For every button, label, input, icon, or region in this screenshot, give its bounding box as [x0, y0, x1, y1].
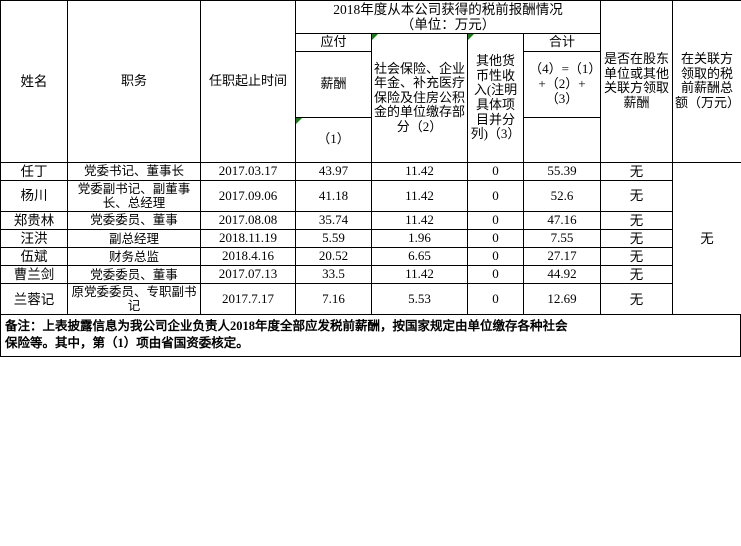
table-row: 曹兰剑 党委委员、董事 2017.07.13 33.5 11.42 0 44.9… — [0, 265, 741, 285]
cell-term: 2017.03.17 — [200, 161, 296, 181]
cell-total: 12.69 — [523, 283, 601, 316]
cell-position: 财务总监 — [67, 247, 201, 267]
table-row: 杨川 党委副书记、副董事长、总经理 2017.09.06 41.18 11.42… — [0, 179, 741, 212]
header-cell-payable-top: 应付 — [295, 33, 372, 52]
table-row: 汪洪 副总经理 2018.11.19 5.59 1.96 0 7.55 无 — [0, 228, 741, 249]
cell-payable: 33.5 — [295, 265, 372, 285]
header-row-sub-a: 应付 社会保险、企业年金、补充医疗保险及住房公积金的单位缴存部分（2） 其他货币… — [1, 33, 741, 163]
cell-total: 27.17 — [523, 247, 601, 267]
cell-insurance: 6.65 — [371, 247, 468, 267]
header-payable-index-label: （1） — [317, 131, 350, 147]
cell-payable: 43.97 — [295, 161, 372, 181]
header-other-income-label: 其他货币性收入(注明具体项目并分列)（3） — [470, 53, 521, 142]
header-row-sub-c: （1） — [1, 116, 741, 163]
cell-other-income: 0 — [467, 283, 524, 316]
comment-indicator-icon — [468, 34, 474, 41]
cell-name: 郑贵林 — [0, 210, 68, 230]
cell-payable: 5.59 — [295, 228, 372, 249]
cell-paid-by-related-party: 无 — [600, 228, 673, 249]
cell-paid-by-related-party: 无 — [600, 283, 673, 316]
cell-payable: 20.52 — [295, 247, 372, 267]
table-footnote: 备注：上表披露信息为我公司企业负责人2018年度全部应发税前薪酬，按国家规定由单… — [0, 315, 741, 358]
cell-paid-by-related-party: 无 — [600, 265, 673, 285]
header-cell-pretax-compensation-group: 2018年度从本公司获得的税前报酬情况 （单位：万元） — [295, 0, 601, 35]
table-row: 伍斌 财务总监 2018.4.16 20.52 6.65 0 27.17 无 — [0, 247, 741, 267]
cell-position: 党委副书记、副董事长、总经理 — [67, 179, 201, 212]
cell-position: 党委委员、董事 — [67, 210, 201, 230]
group-header-line1: 2018年度从本公司获得的税前报酬情况 — [333, 2, 563, 17]
table-row: 任丁 党委书记、董事长 2017.03.17 43.97 11.42 0 55.… — [0, 161, 741, 316]
cell-term: 2018.11.19 — [200, 228, 296, 249]
footnote-line-2: 保险等。其中，第（1）项由省国资委核定。 — [5, 336, 249, 351]
cell-term: 2017.7.17 — [200, 283, 296, 316]
header-cell-name: 姓名 — [0, 0, 68, 163]
header-cell-term: 任职起止时间 — [200, 0, 296, 163]
cell-insurance: 5.53 — [371, 283, 468, 316]
footnote-line-1: 备注：上表披露信息为我公司企业负责人2018年度全部应发税前薪酬，按国家规定由单… — [5, 319, 568, 334]
cell-paid-by-related-party: 无 — [600, 179, 673, 212]
header-insurance-label: 社会保险、企业年金、补充医疗保险及住房公积金的单位缴存部分（2） — [374, 60, 466, 134]
cell-insurance: 11.42 — [371, 179, 468, 212]
cell-insurance: 1.96 — [371, 228, 468, 249]
cell-name: 曹兰剑 — [0, 265, 68, 285]
header-cell-total-spacer — [523, 116, 601, 163]
header-row-group: 姓名 职务 任职起止时间 2018年度从本公司获得的税前报酬情况 （单位：万元）… — [0, 0, 741, 163]
header-cell-total-formula: （4）=（1）+（2）+（3） — [523, 50, 601, 118]
executive-compensation-table: 姓名 职务 任职起止时间 2018年度从本公司获得的税前报酬情况 （单位：万元）… — [0, 0, 741, 316]
cell-paid-by-related-party: 无 — [600, 161, 673, 181]
cell-name: 汪洪 — [0, 228, 68, 249]
table-row: 郑贵林 党委委员、董事 2017.08.08 35.74 11.42 0 47.… — [0, 210, 741, 230]
cell-total: 47.16 — [523, 210, 601, 230]
header-cell-payable-salary: 薪酬 — [295, 50, 372, 118]
comment-indicator-icon — [372, 34, 378, 41]
comment-indicator-icon — [296, 118, 302, 124]
cell-total: 52.6 — [523, 179, 601, 212]
cell-paid-by-related-party: 无 — [600, 247, 673, 267]
cell-position: 党委书记、董事长 — [67, 161, 201, 181]
header-cell-other-monetary-income: 其他货币性收入(注明具体项目并分列)（3） — [467, 33, 524, 163]
cell-other-income: 0 — [467, 210, 524, 230]
cell-insurance: 11.42 — [371, 265, 468, 285]
cell-name: 任丁 — [0, 161, 68, 181]
cell-other-income: 0 — [467, 179, 524, 212]
cell-other-income: 0 — [467, 247, 524, 267]
header-cell-related-party-total: 在关联方领取的税前薪酬总额（万元） — [672, 0, 741, 163]
cell-term: 2017.08.08 — [200, 210, 296, 230]
header-cell-paid-by-related-party: 是否在股东单位或其他关联方领取薪酬 — [600, 0, 673, 163]
cell-other-income: 0 — [467, 161, 524, 181]
cell-position: 党委委员、董事 — [67, 265, 201, 285]
cell-total: 55.39 — [523, 161, 601, 181]
header-cell-total-label: 合计 — [523, 33, 601, 52]
cell-name: 伍斌 — [0, 247, 68, 267]
cell-term: 2017.07.13 — [200, 265, 296, 285]
cell-name: 杨川 — [0, 179, 68, 212]
group-header-line2: （单位：万元） — [400, 17, 496, 33]
cell-position: 原党委委员、专职副书记 — [67, 283, 201, 316]
cell-term: 2018.4.16 — [200, 247, 296, 267]
cell-related-party-total: 无 — [672, 161, 741, 316]
cell-term: 2017.09.06 — [200, 179, 296, 212]
cell-name: 兰蓉记 — [0, 283, 68, 316]
cell-other-income: 0 — [467, 265, 524, 285]
cell-position: 副总经理 — [67, 228, 201, 249]
cell-payable: 35.74 — [295, 210, 372, 230]
cell-paid-by-related-party: 无 — [600, 210, 673, 230]
cell-insurance: 11.42 — [371, 210, 468, 230]
cell-payable: 41.18 — [295, 179, 372, 212]
cell-other-income: 0 — [467, 228, 524, 249]
cell-total: 44.92 — [523, 265, 601, 285]
table-row: 兰蓉记 原党委委员、专职副书记 2017.7.17 7.16 5.53 0 12… — [0, 283, 741, 316]
cell-payable: 7.16 — [295, 283, 372, 316]
header-cell-payable-index: （1） — [295, 116, 372, 163]
cell-insurance: 11.42 — [371, 161, 468, 181]
header-cell-position: 职务 — [67, 0, 201, 163]
cell-total: 7.55 — [523, 228, 601, 249]
header-cell-insurance: 社会保险、企业年金、补充医疗保险及住房公积金的单位缴存部分（2） — [371, 33, 468, 163]
